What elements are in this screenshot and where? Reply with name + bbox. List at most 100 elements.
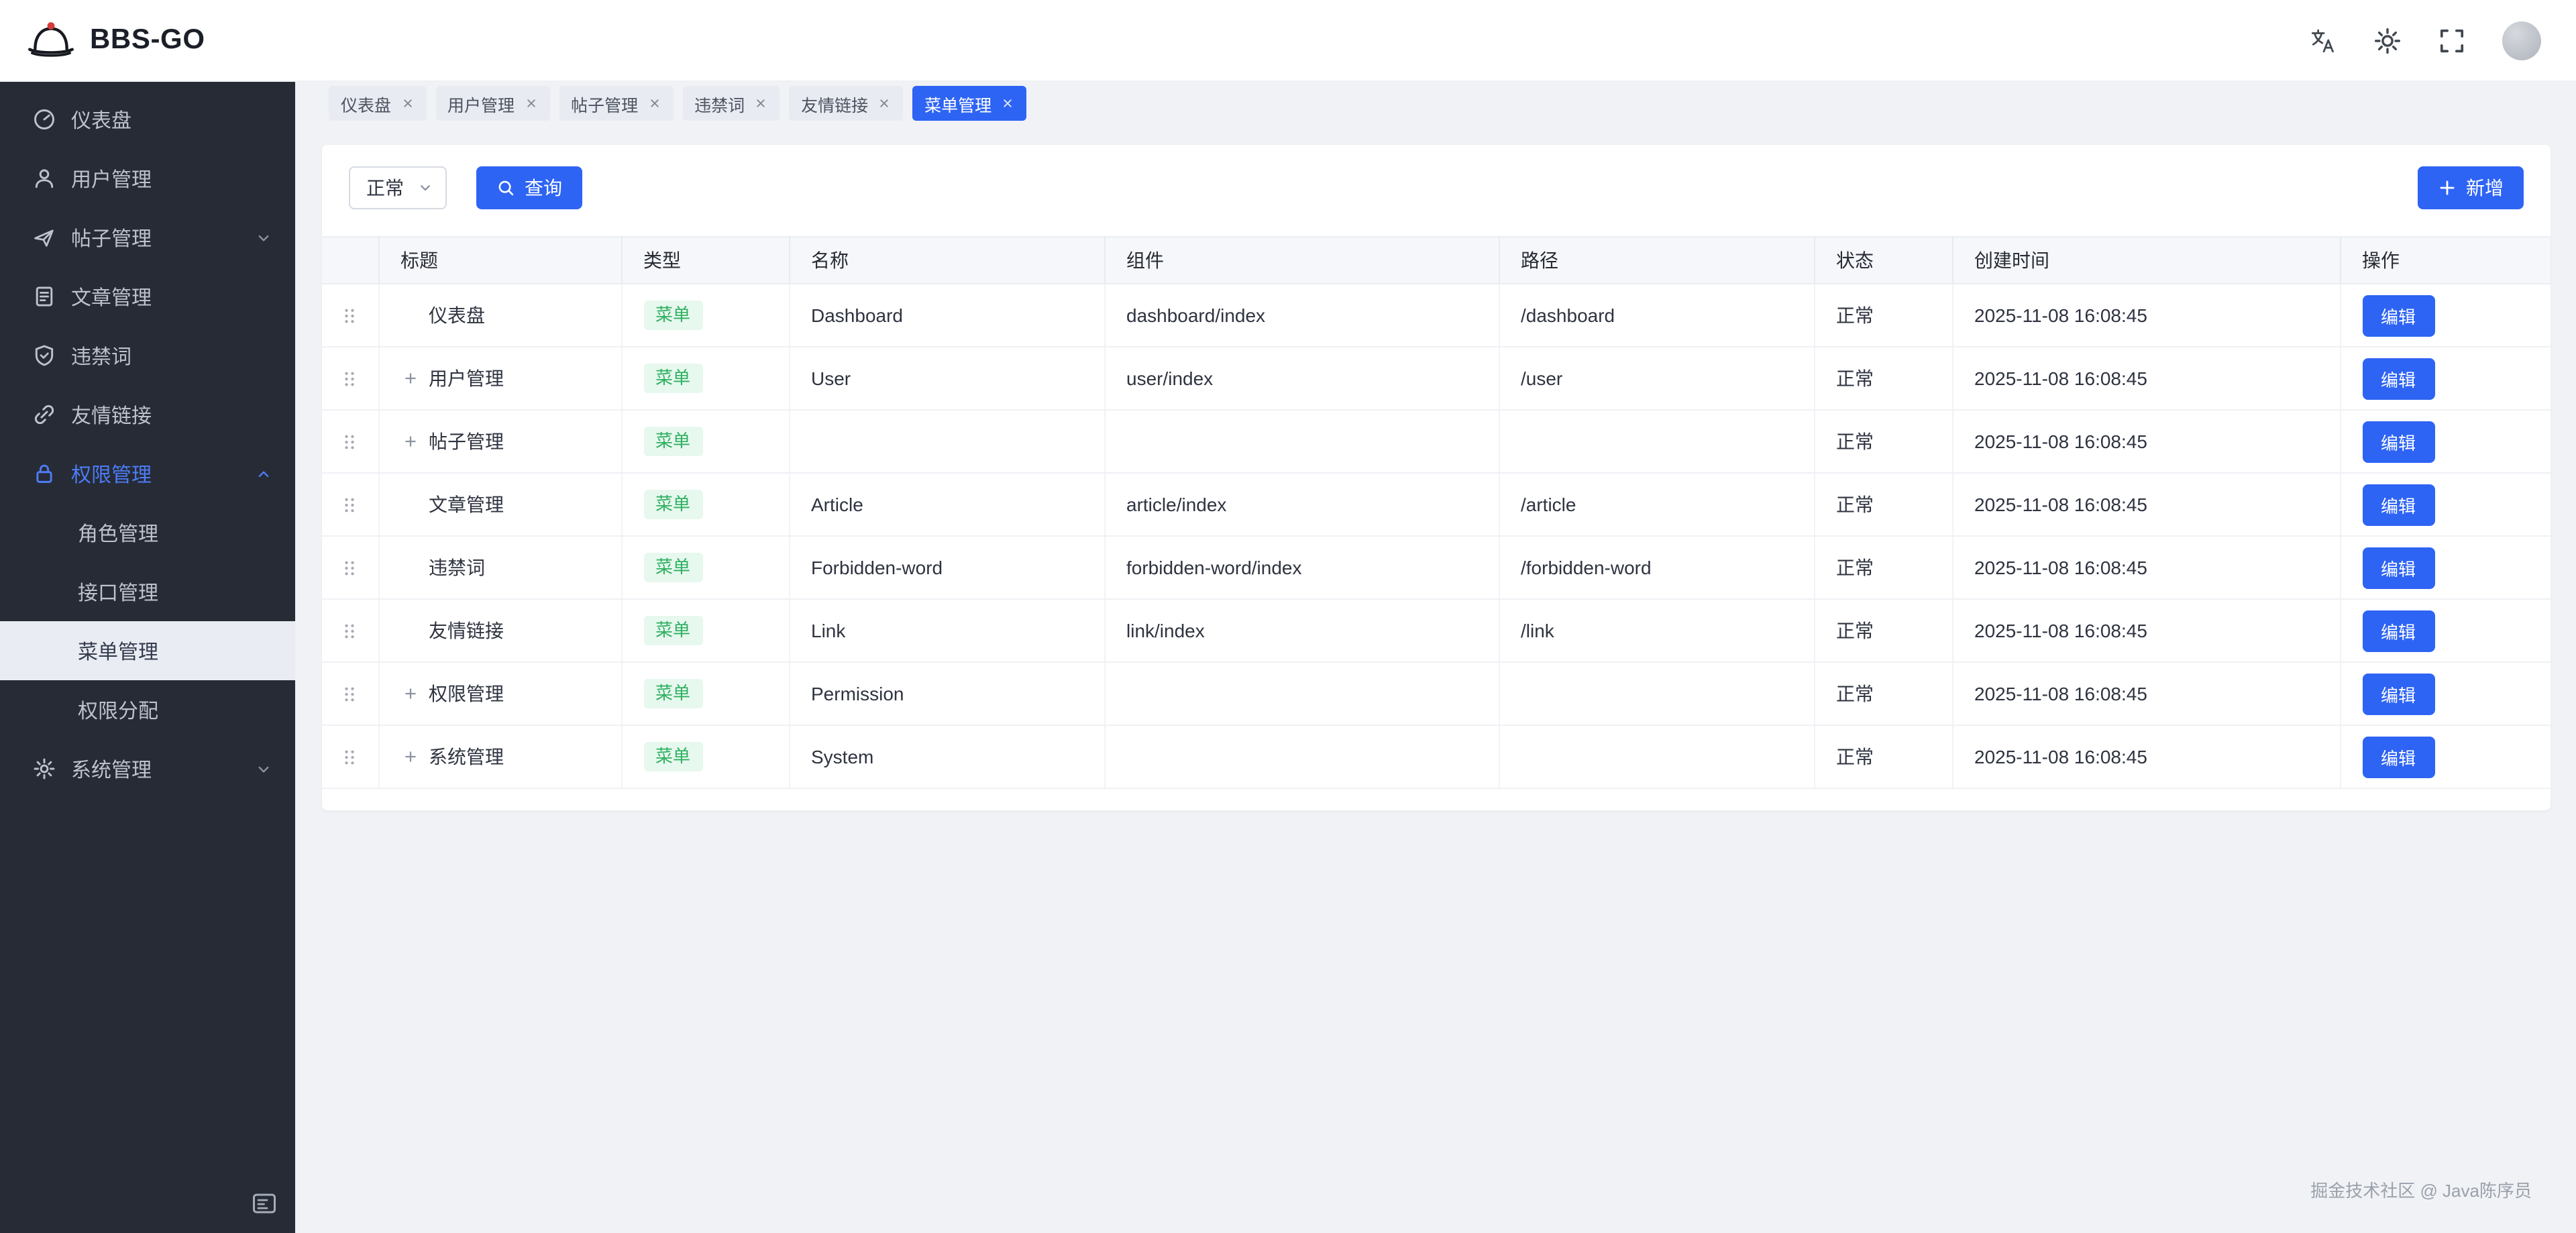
- title-cell: 违禁词: [378, 536, 622, 600]
- sidebar-subitem-apis[interactable]: 接口管理: [78, 582, 159, 604]
- drag-handle-icon[interactable]: [340, 370, 360, 390]
- toolbar: 正常 查询 新增: [349, 166, 2524, 209]
- row-path: /dashboard: [1499, 284, 1815, 347]
- row-name: Permission: [789, 662, 1105, 726]
- search-icon: [496, 178, 515, 197]
- sidebar-item-posts[interactable]: 帖子管理: [0, 208, 295, 267]
- status-filter-select[interactable]: 正常: [349, 166, 447, 209]
- row-component: [1104, 662, 1499, 726]
- tab-links[interactable]: 友情链接: [789, 86, 904, 121]
- avatar[interactable]: [2502, 21, 2541, 60]
- row-status: 正常: [1814, 347, 1953, 411]
- drag-handle-icon[interactable]: [340, 496, 360, 516]
- add-button[interactable]: 新增: [2418, 166, 2524, 209]
- drag-handle-cell: [322, 284, 379, 347]
- edit-button[interactable]: 编辑: [2362, 294, 2435, 336]
- sidebar-item-label: 系统管理: [71, 759, 152, 782]
- drag-handle-icon[interactable]: [340, 622, 360, 642]
- tab-posts[interactable]: 帖子管理: [559, 86, 674, 121]
- close-icon[interactable]: [877, 97, 891, 110]
- row-name: Article: [789, 473, 1105, 537]
- column-header: 名称: [789, 236, 1105, 284]
- expand-plus-icon[interactable]: [400, 369, 419, 388]
- fullscreen-icon: [2438, 26, 2466, 54]
- column-header: 路径: [1499, 236, 1815, 284]
- translate-button[interactable]: [2309, 26, 2337, 54]
- tab-dashboard[interactable]: 仪表盘: [329, 86, 427, 121]
- action-cell: 编辑: [2340, 599, 2551, 663]
- type-badge: 菜单: [643, 300, 703, 331]
- row-status: 正常: [1814, 662, 1953, 726]
- row-name: User: [789, 347, 1105, 411]
- type-cell: 菜单: [621, 284, 790, 347]
- sidebar-item-users[interactable]: 用户管理: [0, 149, 295, 208]
- theme-button[interactable]: [2373, 26, 2402, 54]
- drag-handle-cell: [322, 347, 379, 411]
- type-cell: 菜单: [621, 536, 790, 600]
- tab-menus[interactable]: 菜单管理: [912, 86, 1027, 121]
- drag-handle-icon[interactable]: [340, 433, 360, 453]
- action-cell: 编辑: [2340, 473, 2551, 537]
- edit-button[interactable]: 编辑: [2362, 547, 2435, 588]
- fullscreen-button[interactable]: [2438, 26, 2466, 54]
- expand-plus-icon[interactable]: [400, 684, 419, 703]
- drag-handle-icon[interactable]: [340, 685, 360, 705]
- edit-button[interactable]: 编辑: [2362, 484, 2435, 525]
- sidebar-subitem-roles[interactable]: 角色管理: [78, 523, 159, 545]
- logo[interactable]: BBS-GO: [24, 19, 205, 62]
- action-cell: 编辑: [2340, 284, 2551, 347]
- row-path: /article: [1499, 473, 1815, 537]
- sidebar-item-label: 帖子管理: [71, 227, 152, 250]
- sidebar-collapse-button[interactable]: [250, 1190, 278, 1218]
- sidebar-menu: 仪表盘 用户管理帖子管理文章管理 违禁词友情链接权限管理角色管理接口管理菜单管理权限…: [0, 82, 295, 798]
- drag-handle-icon[interactable]: [340, 559, 360, 579]
- row-title: 违禁词: [429, 557, 485, 578]
- watermark: 掘金技术社区 @ Java陈序员: [2310, 1181, 2532, 1201]
- title-cell: 仪表盘: [378, 284, 622, 347]
- edit-button[interactable]: 编辑: [2362, 421, 2435, 462]
- row-created: 2025-11-08 16:08:45: [1952, 347, 2341, 411]
- drag-handle-cell: [322, 536, 379, 600]
- sidebar-item-system[interactable]: 系统管理: [0, 739, 295, 798]
- edit-button[interactable]: 编辑: [2362, 358, 2435, 399]
- sidebar-subitem-permission-assign[interactable]: 权限分配: [78, 700, 159, 722]
- chevron-down-icon: [255, 760, 272, 778]
- action-cell: 编辑: [2340, 347, 2551, 411]
- drag-handle-icon[interactable]: [340, 748, 360, 768]
- close-icon[interactable]: [1001, 97, 1014, 110]
- user-icon: [32, 166, 56, 191]
- sidebar-item-dashboard[interactable]: 仪表盘: [0, 90, 295, 149]
- sidebar-item-links[interactable]: 友情链接: [0, 385, 295, 444]
- table-row: 仪表盘 菜单 Dashboard dashboard/index/dashboard 正…: [322, 284, 2551, 347]
- edit-button[interactable]: 编辑: [2362, 610, 2435, 651]
- plus-icon: [2438, 178, 2457, 197]
- action-cell: 编辑: [2340, 410, 2551, 474]
- sidebar-item-permissions[interactable]: 权限管理: [0, 444, 295, 503]
- close-icon[interactable]: [754, 97, 767, 110]
- type-cell: 菜单: [621, 473, 790, 537]
- close-icon[interactable]: [524, 97, 537, 110]
- tab-forbidden-words[interactable]: 违禁词: [682, 86, 780, 121]
- row-title: 帖子管理: [429, 431, 504, 452]
- row-status: 正常: [1814, 599, 1953, 663]
- expand-plus-icon[interactable]: [400, 747, 419, 766]
- type-cell: 菜单: [621, 347, 790, 411]
- close-icon[interactable]: [647, 97, 661, 110]
- tab-users[interactable]: 用户管理: [435, 86, 550, 121]
- row-name: Forbidden-word: [789, 536, 1105, 600]
- search-button[interactable]: 查询: [476, 166, 582, 209]
- edit-button[interactable]: 编辑: [2362, 736, 2435, 778]
- edit-button[interactable]: 编辑: [2362, 673, 2435, 714]
- table-row: 帖子管理 菜单 正常 2025-11-08 16:08:45 编辑: [322, 410, 2551, 474]
- sidebar-item-label: 友情链接: [71, 405, 152, 427]
- type-badge: 菜单: [643, 741, 703, 772]
- close-icon[interactable]: [400, 97, 414, 110]
- status-filter-value: 正常: [366, 177, 404, 199]
- sidebar-item-articles[interactable]: 文章管理: [0, 267, 295, 326]
- row-path: [1499, 725, 1815, 789]
- drag-handle-icon[interactable]: [340, 307, 360, 327]
- expand-plus-icon[interactable]: [400, 432, 419, 451]
- sidebar-item-forbidden-words[interactable]: 违禁词: [0, 326, 295, 385]
- sidebar-subitem-menus[interactable]: 菜单管理: [0, 621, 295, 680]
